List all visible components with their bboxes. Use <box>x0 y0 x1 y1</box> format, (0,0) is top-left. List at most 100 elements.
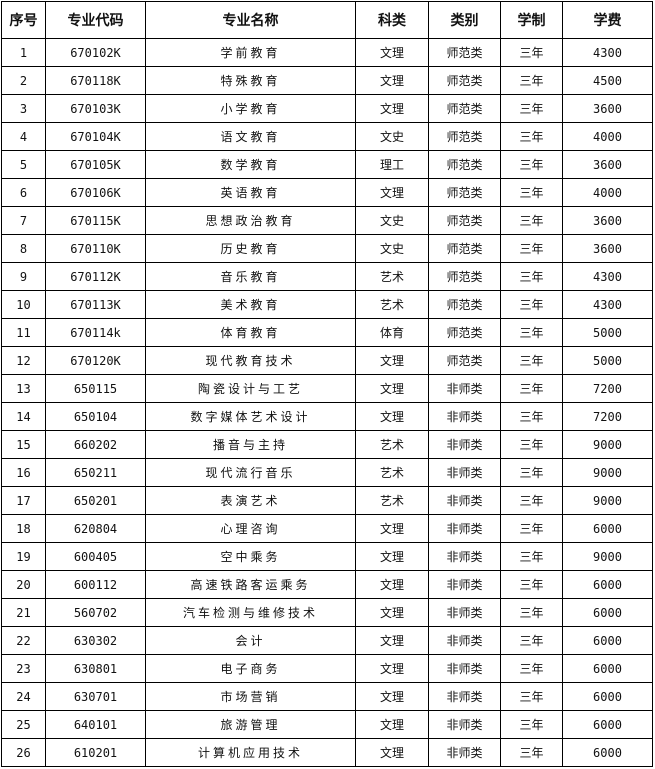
col-duration-cell: 三年 <box>500 374 563 403</box>
header-row: 序号 专业代码 专业名称 科类 类别 学制 学费 <box>1 1 653 39</box>
col-index-cell: 26 <box>1 738 46 767</box>
table-row: 1 670102K 学前教育 文理 师范类 三年 4300 <box>1 38 653 67</box>
col-category-cell: 师范类 <box>428 318 501 347</box>
col-tuition-cell: 6000 <box>562 682 653 711</box>
col-code-cell: 670102K <box>45 38 146 67</box>
col-tuition-cell: 9000 <box>562 430 653 459</box>
col-subject-cell: 艺术 <box>355 430 429 459</box>
col-duration-cell: 三年 <box>500 486 563 515</box>
col-category-cell: 非师类 <box>428 738 501 767</box>
col-category-cell: 非师类 <box>428 458 501 487</box>
col-index-cell: 15 <box>1 430 46 459</box>
col-subject-cell: 文理 <box>355 38 429 67</box>
col-duration-cell: 三年 <box>500 38 563 67</box>
col-name-cell: 特殊教育 <box>145 66 356 95</box>
col-category-cell: 师范类 <box>428 290 501 319</box>
col-tuition-cell: 9000 <box>562 486 653 515</box>
col-tuition-cell: 6000 <box>562 626 653 655</box>
col-index-cell: 8 <box>1 234 46 263</box>
col-index-cell: 21 <box>1 598 46 627</box>
col-duration-cell: 三年 <box>500 178 563 207</box>
table-row: 22 630302 会计 文理 非师类 三年 6000 <box>1 626 653 655</box>
col-duration-cell: 三年 <box>500 598 563 627</box>
col-duration-cell: 三年 <box>500 206 563 235</box>
col-category-cell: 师范类 <box>428 206 501 235</box>
col-category-cell: 非师类 <box>428 430 501 459</box>
header-col-name: 专业名称 <box>145 1 356 39</box>
header-col-subject: 科类 <box>355 1 429 39</box>
table-row: 13 650115 陶瓷设计与工艺 文理 非师类 三年 7200 <box>1 374 653 403</box>
col-name-cell: 英语教育 <box>145 178 356 207</box>
col-index-cell: 23 <box>1 654 46 683</box>
col-tuition-cell: 4500 <box>562 66 653 95</box>
table-row: 21 560702 汽车检测与维修技术 文理 非师类 三年 6000 <box>1 598 653 627</box>
col-name-cell: 心理咨询 <box>145 514 356 543</box>
col-index-cell: 5 <box>1 150 46 179</box>
col-category-cell: 非师类 <box>428 710 501 739</box>
col-subject-cell: 体育 <box>355 318 429 347</box>
col-tuition-cell: 6000 <box>562 598 653 627</box>
col-code-cell: 670104K <box>45 122 146 151</box>
col-subject-cell: 艺术 <box>355 290 429 319</box>
col-category-cell: 非师类 <box>428 402 501 431</box>
col-tuition-cell: 4300 <box>562 262 653 291</box>
col-duration-cell: 三年 <box>500 122 563 151</box>
col-code-cell: 630302 <box>45 626 146 655</box>
col-subject-cell: 文理 <box>355 542 429 571</box>
col-duration-cell: 三年 <box>500 290 563 319</box>
col-index-cell: 25 <box>1 710 46 739</box>
col-name-cell: 市场营销 <box>145 682 356 711</box>
col-index-cell: 9 <box>1 262 46 291</box>
col-index-cell: 19 <box>1 542 46 571</box>
col-category-cell: 师范类 <box>428 178 501 207</box>
col-name-cell: 陶瓷设计与工艺 <box>145 374 356 403</box>
col-duration-cell: 三年 <box>500 66 563 95</box>
table-row: 6 670106K 英语教育 文理 师范类 三年 4000 <box>1 178 653 207</box>
col-index-cell: 11 <box>1 318 46 347</box>
col-tuition-cell: 6000 <box>562 514 653 543</box>
table-row: 10 670113K 美术教育 艺术 师范类 三年 4300 <box>1 290 653 319</box>
col-tuition-cell: 6000 <box>562 570 653 599</box>
col-subject-cell: 文理 <box>355 738 429 767</box>
col-index-cell: 4 <box>1 122 46 151</box>
col-subject-cell: 文史 <box>355 206 429 235</box>
col-index-cell: 14 <box>1 402 46 431</box>
col-duration-cell: 三年 <box>500 626 563 655</box>
col-subject-cell: 文理 <box>355 626 429 655</box>
col-name-cell: 体育教育 <box>145 318 356 347</box>
table-row: 4 670104K 语文教育 文史 师范类 三年 4000 <box>1 122 653 151</box>
col-code-cell: 640101 <box>45 710 146 739</box>
col-code-cell: 670110K <box>45 234 146 263</box>
col-category-cell: 非师类 <box>428 570 501 599</box>
col-code-cell: 670115K <box>45 206 146 235</box>
col-subject-cell: 文理 <box>355 514 429 543</box>
col-tuition-cell: 5000 <box>562 346 653 375</box>
col-code-cell: 650115 <box>45 374 146 403</box>
col-code-cell: 620804 <box>45 514 146 543</box>
col-category-cell: 非师类 <box>428 542 501 571</box>
col-subject-cell: 理工 <box>355 150 429 179</box>
col-duration-cell: 三年 <box>500 430 563 459</box>
col-category-cell: 非师类 <box>428 682 501 711</box>
table-row: 7 670115K 思想政治教育 文史 师范类 三年 3600 <box>1 206 653 235</box>
col-code-cell: 670118K <box>45 66 146 95</box>
col-code-cell: 610201 <box>45 738 146 767</box>
col-name-cell: 播音与主持 <box>145 430 356 459</box>
col-index-cell: 2 <box>1 66 46 95</box>
col-category-cell: 非师类 <box>428 654 501 683</box>
col-duration-cell: 三年 <box>500 402 563 431</box>
header-col-index: 序号 <box>1 1 46 39</box>
col-category-cell: 非师类 <box>428 598 501 627</box>
col-code-cell: 670112K <box>45 262 146 291</box>
col-index-cell: 3 <box>1 94 46 123</box>
col-duration-cell: 三年 <box>500 654 563 683</box>
col-tuition-cell: 3600 <box>562 234 653 263</box>
col-name-cell: 音乐教育 <box>145 262 356 291</box>
col-name-cell: 现代教育技术 <box>145 346 356 375</box>
col-duration-cell: 三年 <box>500 682 563 711</box>
col-subject-cell: 艺术 <box>355 486 429 515</box>
col-subject-cell: 艺术 <box>355 458 429 487</box>
table-row: 12 670120K 现代教育技术 文理 师范类 三年 5000 <box>1 346 653 375</box>
col-category-cell: 非师类 <box>428 374 501 403</box>
table-row: 16 650211 现代流行音乐 艺术 非师类 三年 9000 <box>1 458 653 487</box>
